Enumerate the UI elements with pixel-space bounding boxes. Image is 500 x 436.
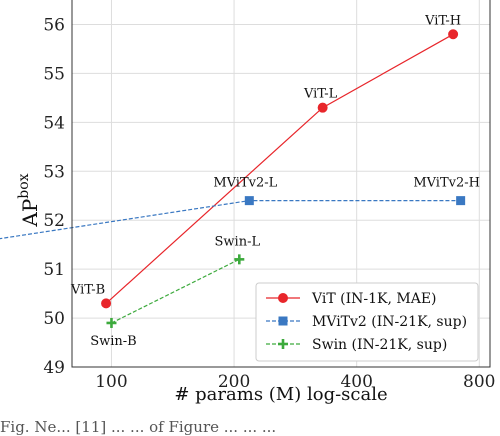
legend-entry-label: ViT (IN-1K, MAE) [311, 291, 437, 307]
series-0 [101, 29, 459, 309]
x-tick-label: 800 [463, 372, 495, 392]
legend-marker [278, 339, 288, 349]
y-axis-label-superscript: box [16, 173, 32, 198]
x-tick-label: 100 [95, 372, 127, 392]
y-axis-label-main: AP [18, 199, 42, 228]
y-tick-label: 51 [43, 260, 65, 280]
y-tick-label: 54 [43, 113, 65, 133]
data-point-label: MViTv2-H [413, 176, 480, 191]
x-tick-label: 200 [218, 372, 250, 392]
data-point-label: ViT-H [424, 13, 461, 28]
legend-entry-label: Swin (IN-21K, sup) [312, 337, 447, 353]
legend: ViT (IN-1K, MAE) MViTv2 (IN-21K, sup) Swin… [255, 282, 479, 362]
series-line [105, 33, 454, 304]
y-tick-label: 55 [43, 64, 65, 84]
y-tick-label: 53 [43, 162, 65, 182]
svg-text:APbox: APbox [16, 173, 42, 227]
series-layer [0, 29, 466, 328]
x-axis-label: # params (M) log-scale [174, 384, 387, 405]
y-tick-label: 56 [43, 15, 65, 35]
x-tick-label: 400 [340, 372, 372, 392]
y-axis-label: APbox [16, 173, 42, 227]
data-point-label: ViT-L [303, 87, 338, 102]
data-point [448, 29, 459, 40]
data-point-label: Swin-B [90, 334, 137, 349]
y-tick-label: 50 [43, 309, 65, 329]
grid [72, 0, 490, 368]
y-tick-label: 52 [43, 211, 65, 231]
legend-entry-label: MViTv2 (IN-21K, sup) [312, 314, 467, 330]
data-point [456, 196, 466, 206]
plot-frame [71, 0, 491, 368]
series-1 [0, 196, 466, 240]
tick-labels: 49 50 51 52 53 54 55 56 100 200 400 800 [43, 15, 495, 392]
data-point [101, 298, 112, 309]
data-point [244, 196, 254, 206]
data-point-label: ViT-B [70, 282, 105, 297]
legend-box [255, 282, 479, 362]
data-point [234, 254, 245, 265]
data-point [106, 317, 117, 328]
data-point-label: Swin-L [215, 234, 261, 249]
series-2 [106, 254, 245, 328]
y-tick-label: 49 [43, 358, 65, 378]
caption-fragment: Fig. Ne... [11] ... ... of Figure ... ..… [0, 418, 276, 436]
legend-marker [278, 316, 288, 326]
data-point-label: MViTv2-L [213, 176, 277, 191]
data-point [317, 102, 328, 113]
point-labels: ViT-BViT-LViT-HMViTv2-BMViTv2-LMViTv2-HS… [70, 13, 480, 349]
legend-marker [278, 293, 288, 303]
